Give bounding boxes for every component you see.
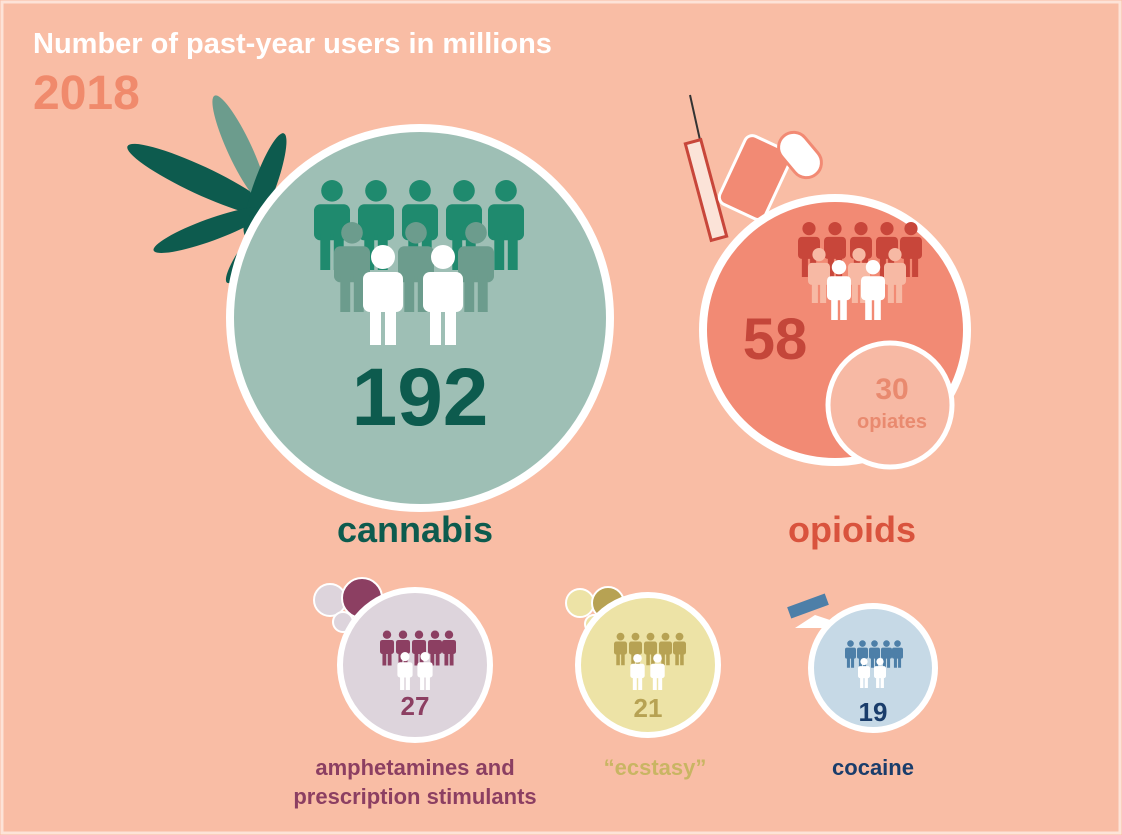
opiates-circle — [825, 340, 955, 470]
year: 2018 — [33, 67, 140, 120]
label: cocaine — [832, 755, 914, 780]
sub-label: opiates — [856, 411, 928, 433]
value: 27 — [400, 691, 430, 721]
sub-value: 30 — [875, 373, 909, 406]
label: opioids — [788, 509, 916, 550]
value: 21 — [633, 693, 663, 723]
value: 192 — [351, 352, 489, 443]
label: “ecstasy” — [603, 755, 707, 780]
value: 58 — [742, 307, 808, 372]
opioid-icons — [683, 94, 823, 243]
label: cannabis — [336, 509, 494, 550]
label: amphetamines and prescription stimulants — [293, 755, 537, 809]
cocaine-circle — [808, 603, 938, 733]
title: Number of past-year users in millions — [33, 28, 552, 60]
value: 19 — [858, 697, 888, 727]
